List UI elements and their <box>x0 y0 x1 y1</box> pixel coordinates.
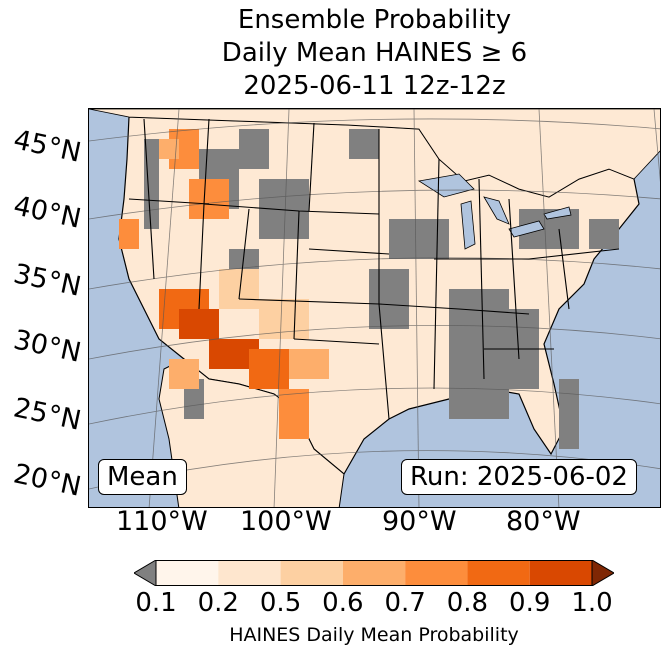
colorbar-segment <box>156 560 219 586</box>
colorbar-tick-label: 0.8 <box>446 588 489 618</box>
colorbar-segment <box>467 560 530 586</box>
colorbar-tick-label: 1.0 <box>571 588 613 618</box>
mexico-landmass <box>158 358 345 507</box>
lon-label-100w: 100°W <box>240 506 332 537</box>
colorbar-tick-label: 0.1 <box>135 588 177 618</box>
great-lakes <box>417 173 572 250</box>
title-line-3: 2025-06-11 12z-12z <box>243 71 506 101</box>
colorbar-tick-label: 0.9 <box>509 588 551 618</box>
lon-label-90w: 90°W <box>382 506 457 537</box>
colorbar-frame <box>155 560 593 586</box>
lon-label-110w: 110°W <box>116 506 208 537</box>
colorbar <box>134 560 614 586</box>
colorbar-segment <box>529 560 592 586</box>
colorbar-tick-label: 0.6 <box>322 588 364 618</box>
title-line-2: Daily Mean HAINES ≥ 6 <box>221 38 528 68</box>
colorbar-segment <box>280 560 343 586</box>
probability-patches <box>119 129 329 439</box>
canada-landmass <box>89 109 660 198</box>
state-borders <box>128 118 620 420</box>
colorbar-tick-label: 0.2 <box>197 588 239 618</box>
colorbar-tick-label: 0.5 <box>259 588 302 618</box>
map-panel: Mean Run: 2025-06-02 <box>88 108 661 508</box>
colorbar-segment <box>405 560 468 586</box>
run-date-label: Run: 2025-06-02 <box>401 459 637 495</box>
map-svg <box>89 109 660 507</box>
lat-label-45: 45°N <box>10 124 84 169</box>
lat-label-30: 30°N <box>10 324 84 369</box>
map-title: Ensemble Probability Daily Mean HAINES ≥… <box>88 4 661 103</box>
lon-label-80w: 80°W <box>506 506 581 537</box>
lat-label-20: 20°N <box>10 458 84 503</box>
colorbar-under-triangle <box>134 560 157 586</box>
title-line-1: Ensemble Probability <box>237 5 512 35</box>
gray-patches <box>144 129 619 449</box>
colorbar-segments <box>134 560 614 586</box>
stat-label: Mean <box>98 459 187 495</box>
lat-label-35: 35°N <box>10 258 84 303</box>
colorbar-tick-label: 0.7 <box>384 588 426 618</box>
colorbar-over-triangle <box>591 560 614 586</box>
lat-label-40: 40°N <box>10 190 84 235</box>
colorbar-label: HAINES Daily Mean Probability <box>229 624 519 646</box>
lat-label-25: 25°N <box>10 392 84 437</box>
colorbar-segment <box>218 560 281 586</box>
colorbar-segment <box>342 560 406 586</box>
